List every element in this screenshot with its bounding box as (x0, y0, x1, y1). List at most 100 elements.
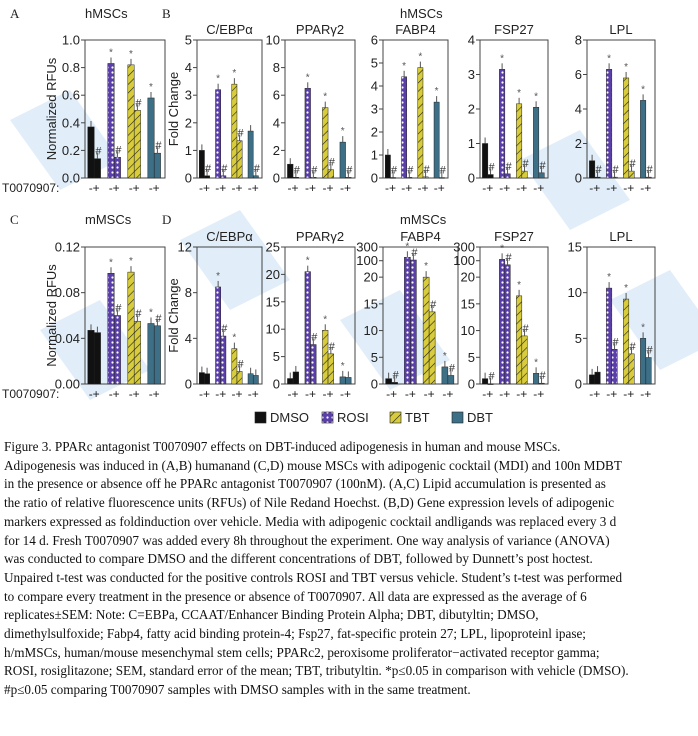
caption-line: ROSI, rosiglitazone; SEM, standard error… (4, 663, 629, 679)
caption-line: for 14 d. Fresh T0070907 was added every… (4, 532, 610, 548)
legend-label: DMSO (270, 410, 309, 425)
y-tick-label: 1 (468, 136, 475, 151)
treatment-toggle-label: -+ (589, 387, 600, 401)
watermark-stripe (340, 290, 450, 390)
y-tick-label: 10 (364, 323, 378, 338)
y-tick-label: 0 (185, 377, 192, 392)
treatment-toggle-label: -+ (533, 387, 544, 401)
legend-label: TBT (405, 410, 430, 425)
caption-line: replicates±SEM: Note: C=EBPa, CCAAT/Enha… (4, 607, 539, 623)
y-tick-label: 0.6 (62, 88, 80, 103)
treatment-label: T0070907: (2, 181, 59, 195)
bar-dbt-plus (645, 357, 652, 385)
bar-tbt-plus (236, 140, 243, 179)
caption-line: to compare every treatment in the presen… (4, 588, 587, 604)
y-tick-label: 8 (185, 285, 192, 300)
treatment-toggle-label: -+ (442, 387, 453, 401)
bar-dbt-minus (339, 141, 346, 179)
chart-panel-d2: PPARγ2 0 5 10 15 20 25 -+ * # -+ * # -+ * -+ (266, 229, 356, 401)
treatment-toggle-label: -+ (589, 181, 600, 195)
significance-star: * (402, 61, 406, 72)
bar-tbt-minus (422, 276, 430, 385)
bar-dmso-minus (482, 378, 489, 385)
y-tick-label: 0 (273, 171, 280, 186)
legend-swatch-dbt (451, 411, 464, 424)
bar-dmso-plus (292, 177, 299, 179)
treatment-toggle-label: -+ (385, 181, 396, 195)
caption-line: dimethylsulfoxide; Fabp4, fatty acid bin… (4, 626, 586, 642)
significance-hash: # (629, 341, 636, 353)
bar-rosi-minus (215, 89, 221, 179)
chart-title: FABP4 (395, 22, 435, 37)
y-tick-label: 20 (364, 270, 378, 285)
significance-hash: # (612, 336, 619, 348)
significance-star: * (517, 280, 521, 291)
treatment-label: T0070907: (2, 387, 59, 401)
significance-hash: # (539, 370, 546, 382)
y-tick-label: 6 (371, 33, 378, 48)
bar-dbt-plus (438, 177, 445, 179)
treatment-toggle-label: -+ (340, 181, 351, 195)
y-tick-label: 2 (371, 125, 378, 140)
treatment-toggle-label: -+ (305, 181, 316, 195)
bar-rosi-plus (406, 177, 413, 179)
bar-dmso-plus (93, 332, 101, 385)
y-tick-label: 0.2 (62, 143, 80, 158)
y-tick-label: 5 (575, 331, 582, 346)
panel-title: mMSCs (400, 212, 447, 227)
y-tick-label: 4 (468, 33, 475, 48)
y-tick-label: 4 (371, 79, 378, 94)
treatment-toggle-label: -+ (129, 387, 140, 401)
significance-star: * (607, 53, 611, 64)
bar-rosi-plus (504, 264, 511, 385)
bar-dbt-minus (533, 107, 540, 179)
caption-line: #p≤0.05 comparing T0070907 samples with … (4, 682, 471, 698)
y-tick-label: 3 (468, 67, 475, 82)
significance-star: * (323, 92, 327, 103)
bar-dbt-plus (538, 172, 545, 179)
bar-dmso-minus (199, 150, 205, 179)
significance-hash: # (155, 140, 162, 152)
bar-tbt-minus (322, 330, 329, 385)
y-tick-label: 10 (266, 33, 280, 48)
significance-star: * (109, 47, 113, 58)
significance-star: * (109, 257, 113, 268)
significance-hash: # (522, 158, 529, 170)
significance-star: * (232, 333, 236, 344)
y-axis-label: Fold Change (166, 72, 181, 146)
legend-label: DBT (467, 410, 493, 425)
significance-star: * (443, 351, 447, 362)
bar-tbt-plus (133, 110, 141, 179)
y-tick-label: 2 (273, 143, 280, 158)
y-tick-label: 2 (185, 115, 192, 130)
treatment-toggle-label: -+ (231, 181, 242, 195)
bar-rosi-plus (410, 259, 417, 385)
significance-hash: # (254, 163, 261, 175)
plot-frame (284, 39, 356, 179)
bar-dmso-plus (204, 175, 210, 179)
y-tick-label: 10 (266, 322, 280, 337)
significance-star: * (306, 72, 310, 83)
bar-dmso-minus (385, 378, 392, 385)
treatment-toggle-label: -+ (215, 387, 226, 401)
significance-hash: # (329, 341, 336, 353)
y-tick-label: 0 (468, 377, 475, 392)
treatment-toggle-label: -+ (109, 387, 120, 401)
chart-panel-b2: PPARγ2 0 2 4 6 8 10 # -+ * # -+ * # -+ * # -+ (266, 22, 356, 195)
treatment-toggle-label: -+ (424, 387, 435, 401)
significance-star: * (323, 314, 327, 325)
legend-swatch-dmso (254, 411, 267, 424)
bar-dbt-plus (153, 325, 161, 385)
chart-panel-d5: LPL 0 5 10 15 -+ * # -+ * # -+ * # -+ (568, 229, 656, 401)
bar-dbt-minus (433, 101, 440, 179)
treatment-toggle-label: -+ (323, 387, 334, 401)
significance-hash: # (205, 163, 212, 175)
y-tick-label: 0.08 (55, 285, 80, 300)
significance-hash: # (539, 160, 546, 172)
treatment-toggle-label: -+ (248, 181, 259, 195)
y-tick-label: 4 (185, 331, 192, 346)
y-tick-label: 6 (273, 88, 280, 103)
